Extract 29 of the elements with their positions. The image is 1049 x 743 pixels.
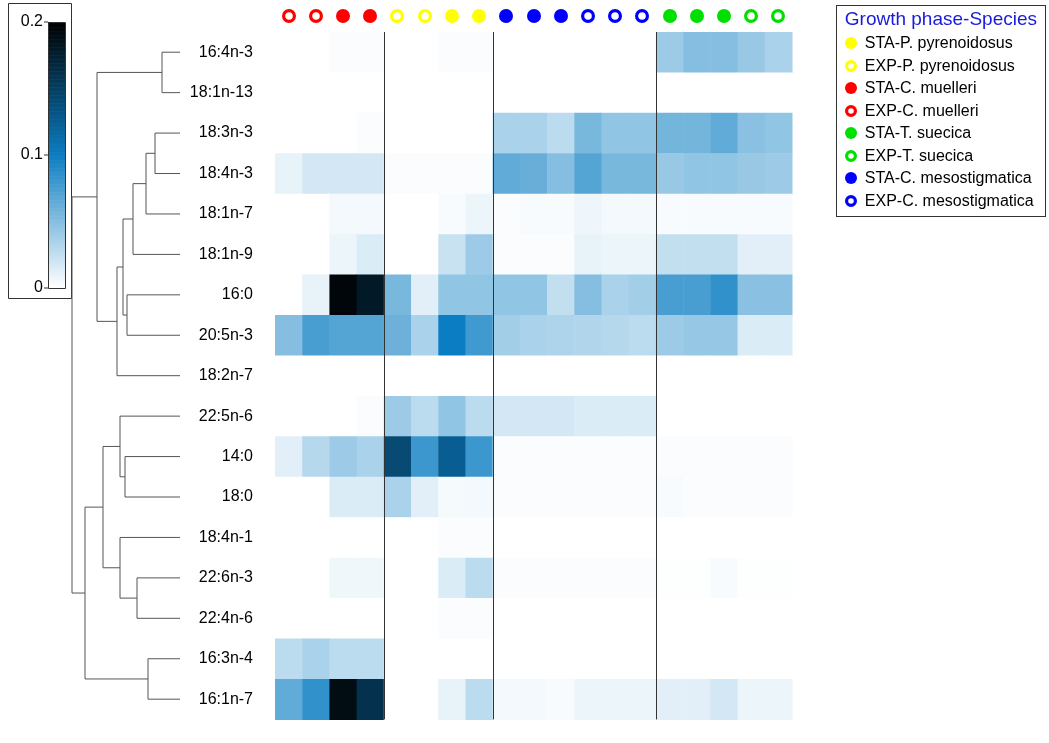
y-tick-label: 14:0	[221, 446, 254, 464]
y-tick-label: 16:0	[221, 285, 254, 303]
color-bar-label: 0	[34, 278, 44, 296]
y-tick-label: 22:4n-6	[198, 608, 254, 626]
text: STA-C. mesostigmatica	[864, 168, 1032, 188]
y-tick-label: 18:1n-9	[198, 244, 254, 262]
y-tick-label: 18:0	[221, 487, 254, 505]
text: EXP-C. muelleri	[864, 100, 979, 121]
y-tick-label: 18:1n-7	[198, 204, 254, 222]
text: EXP-C. mesostigmatica	[864, 190, 1034, 211]
legend-title: Growth phase-Species	[844, 8, 1037, 30]
y-tick-label: 16:3n-4	[198, 649, 254, 667]
y-tick-label: 18:4n-1	[198, 527, 254, 545]
color-bar-label: 0.1	[20, 145, 44, 163]
y-tick-label: 20:5n-3	[198, 325, 254, 343]
text: STA-C. muelleri	[864, 78, 977, 98]
text: EXP-P. pyrenoidosus	[864, 55, 1015, 76]
y-tick-label: 16:1n-7	[198, 689, 254, 707]
y-tick-label: 18:2n-7	[198, 366, 254, 384]
text: STA-P. pyrenoidosus	[864, 33, 1013, 53]
y-tick-label: 22:6n-3	[198, 568, 254, 586]
text: STA-T. suecica	[864, 123, 972, 143]
y-tick-label: 22:5n-6	[198, 406, 254, 424]
text: EXP-T. suecica	[864, 145, 974, 166]
y-tick-label: 18:4n-3	[198, 163, 254, 181]
y-tick-label: 18:3n-3	[198, 123, 254, 141]
y-tick-label: 18:1n-13	[189, 83, 254, 101]
color-bar-label: 0.2	[20, 12, 44, 30]
y-tick-label: 16:4n-3	[198, 42, 254, 60]
